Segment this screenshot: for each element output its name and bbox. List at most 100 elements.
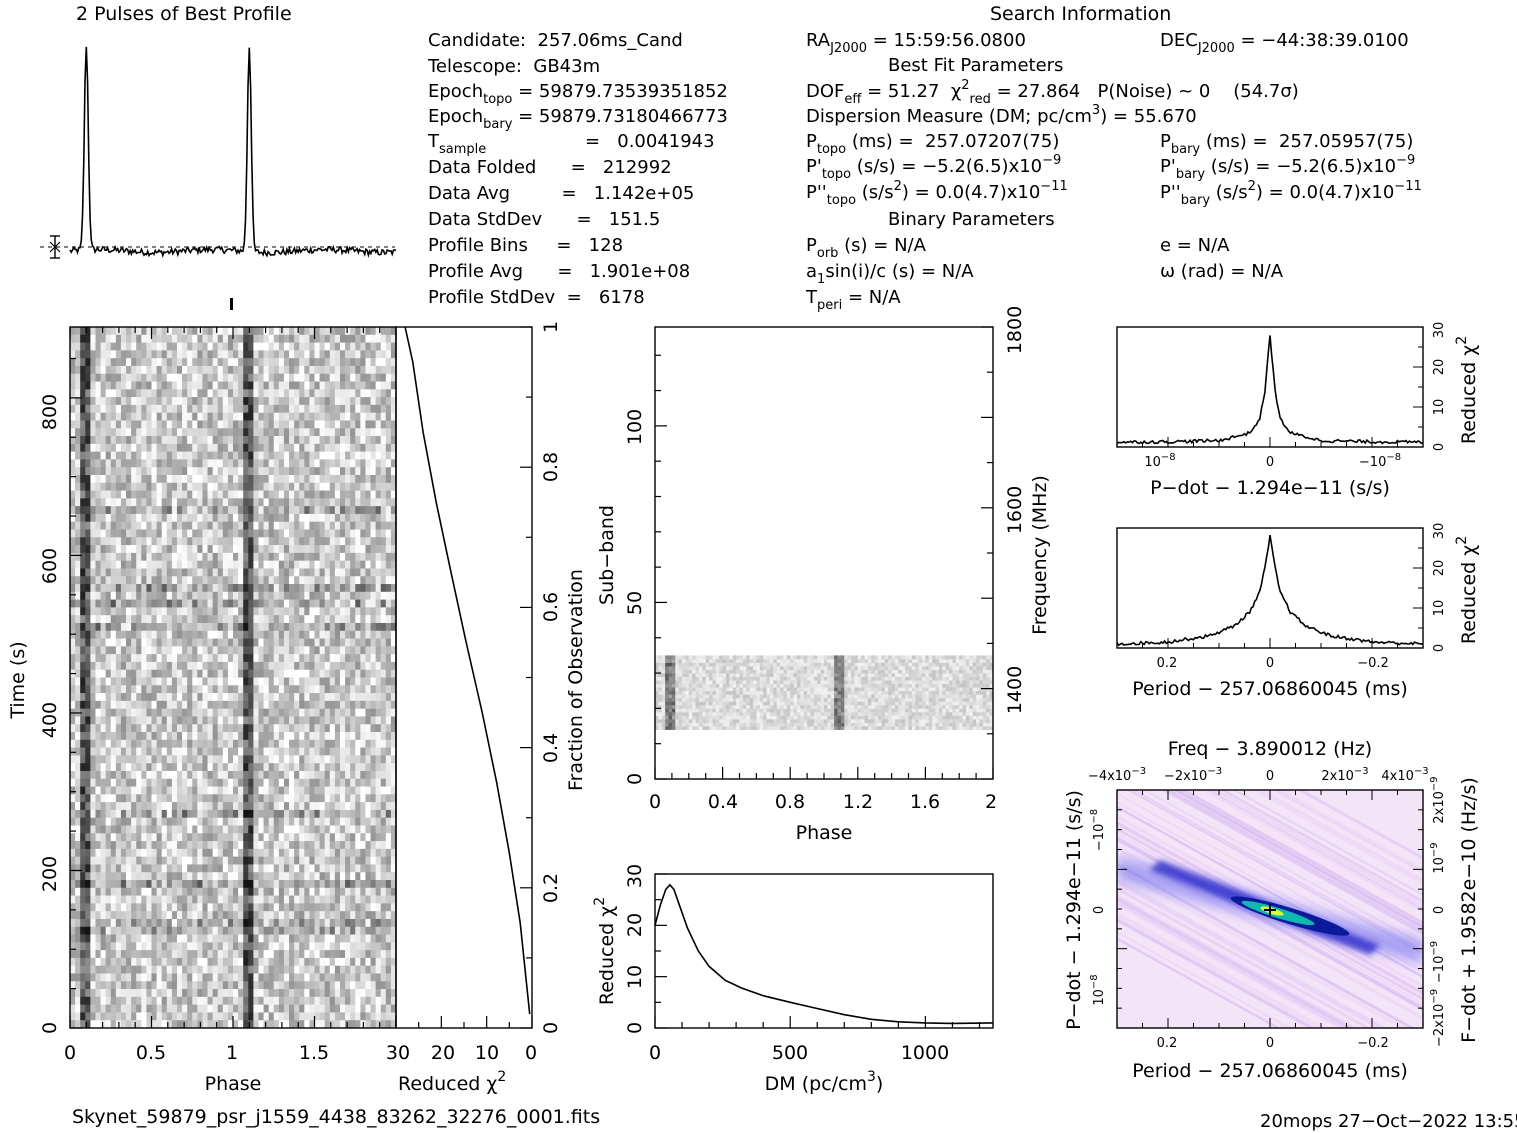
tp-cell bbox=[238, 622, 244, 632]
tp-cell bbox=[197, 591, 203, 601]
tp-cell bbox=[192, 918, 198, 928]
tp-cell bbox=[370, 809, 377, 819]
tp-cell bbox=[187, 817, 193, 826]
tp-cell bbox=[207, 778, 214, 788]
tp-cell bbox=[365, 654, 372, 663]
tp-cell bbox=[238, 755, 244, 764]
tp-cell bbox=[176, 732, 183, 741]
tp-cell bbox=[253, 584, 259, 593]
tp-cell bbox=[233, 770, 239, 780]
tp-cell bbox=[166, 513, 173, 523]
tp-cell bbox=[126, 825, 132, 834]
tp-cell bbox=[192, 334, 198, 344]
tp-cell bbox=[370, 327, 377, 336]
tp-cell bbox=[146, 895, 152, 904]
tp-cell bbox=[385, 763, 392, 772]
tp-cell bbox=[120, 451, 127, 460]
tp-cell bbox=[176, 841, 183, 850]
tp-cell bbox=[166, 397, 173, 406]
error-bar bbox=[49, 235, 61, 259]
tp-cell bbox=[283, 724, 290, 733]
tp-cell bbox=[380, 778, 387, 788]
tp-cell bbox=[202, 389, 209, 398]
tp-cell bbox=[197, 747, 203, 756]
tp-cell bbox=[197, 615, 203, 624]
tp-cell bbox=[207, 490, 214, 499]
tp-cell bbox=[345, 661, 351, 671]
tp-cell bbox=[385, 342, 392, 351]
tp-cell bbox=[345, 848, 351, 858]
tp-cell bbox=[120, 903, 127, 912]
tp-cell bbox=[115, 708, 122, 717]
tp-cell bbox=[304, 872, 310, 881]
tp-cell bbox=[243, 467, 249, 476]
tp-cell bbox=[176, 622, 183, 632]
tp-cell bbox=[85, 708, 91, 717]
tp-cell bbox=[141, 428, 147, 437]
tp-cell bbox=[192, 856, 198, 865]
tp-cell bbox=[187, 825, 193, 834]
tp-cell bbox=[355, 404, 361, 414]
tp-cell bbox=[258, 638, 265, 647]
tp-cell bbox=[283, 607, 290, 616]
tp-cell bbox=[95, 428, 102, 437]
tp-cell bbox=[90, 802, 96, 811]
tp-cell bbox=[258, 809, 265, 819]
tp-cell bbox=[334, 350, 341, 359]
tp-cell bbox=[299, 397, 305, 406]
tp-cell bbox=[192, 646, 198, 655]
tp-cell bbox=[380, 716, 387, 725]
tp-cell bbox=[268, 459, 275, 468]
tp-cell bbox=[319, 428, 326, 437]
tp-cell bbox=[151, 459, 158, 468]
tp-cell bbox=[355, 545, 361, 554]
tp-cell bbox=[95, 474, 102, 484]
tp-cell bbox=[161, 802, 168, 811]
tp-cell bbox=[207, 591, 214, 601]
tp-cell bbox=[105, 622, 112, 632]
tp-cell bbox=[222, 607, 229, 616]
tp-cell bbox=[283, 732, 290, 741]
tp-cell bbox=[309, 669, 315, 678]
tp-cell bbox=[278, 373, 285, 383]
tp-cell bbox=[161, 716, 168, 725]
tp-cell bbox=[268, 506, 275, 515]
tp-cell bbox=[126, 763, 132, 772]
tp-cell bbox=[75, 381, 81, 390]
tp-cell bbox=[294, 809, 300, 819]
tp-cell bbox=[222, 404, 229, 414]
asini-line: a1sin(i)/c (s) = N/A bbox=[806, 261, 974, 287]
tp-cell bbox=[156, 693, 163, 702]
tp-cell bbox=[314, 677, 321, 686]
tp-cell bbox=[187, 809, 193, 819]
tp-cell bbox=[161, 428, 168, 437]
tp-cell bbox=[192, 482, 198, 492]
tp-cell bbox=[299, 358, 305, 367]
tp-cell bbox=[319, 584, 326, 593]
tp-cell bbox=[115, 591, 122, 601]
tp-cell bbox=[176, 436, 183, 445]
tp-cell bbox=[227, 436, 234, 445]
tp-cell bbox=[120, 529, 127, 538]
tp-cell bbox=[345, 529, 351, 538]
tp-cell bbox=[90, 327, 96, 336]
tp-cell bbox=[390, 794, 397, 803]
tp-cell bbox=[329, 739, 336, 749]
tp-cell bbox=[187, 381, 193, 390]
tp-cell bbox=[375, 513, 382, 523]
tp-cell bbox=[126, 428, 132, 437]
tp-cell bbox=[253, 763, 259, 772]
tp-cell bbox=[156, 552, 163, 562]
tp-cell bbox=[161, 599, 168, 608]
tp-cell bbox=[105, 327, 112, 336]
tp-cell bbox=[131, 443, 137, 453]
tp-cell bbox=[202, 545, 209, 554]
ecc-line: e = N/A bbox=[1160, 235, 1230, 256]
tp-cell bbox=[258, 474, 265, 484]
tp-cell bbox=[126, 599, 132, 608]
tp-cell bbox=[115, 677, 122, 686]
tp-cell bbox=[136, 817, 142, 826]
tp-cell bbox=[319, 918, 326, 928]
tp-cell bbox=[166, 880, 173, 889]
tp-cell bbox=[380, 412, 387, 421]
